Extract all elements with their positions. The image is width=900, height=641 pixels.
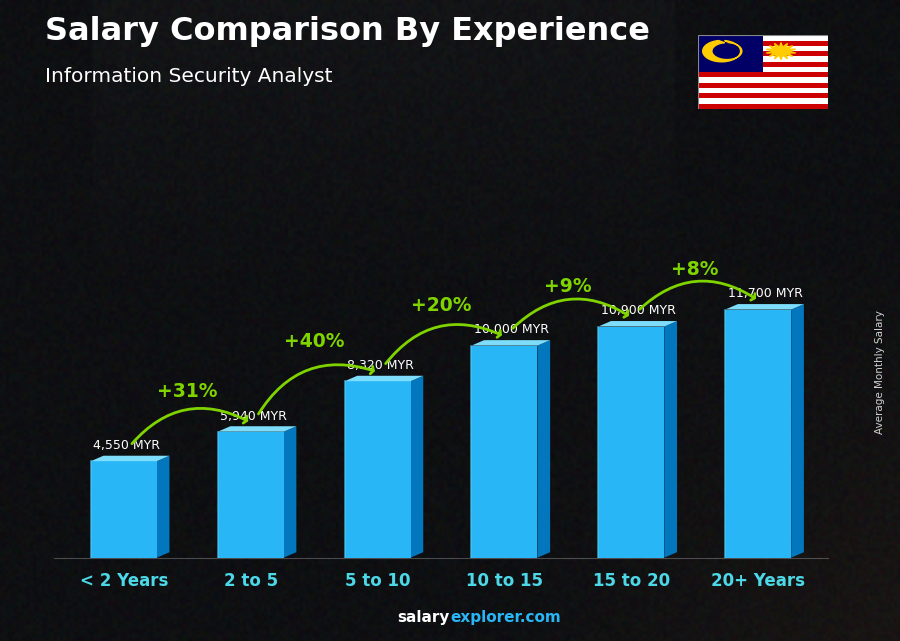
Text: 4,550 MYR: 4,550 MYR	[94, 439, 160, 452]
Bar	[698, 99, 828, 104]
Text: salary: salary	[398, 610, 450, 625]
Text: +20%: +20%	[410, 296, 472, 315]
Bar	[698, 35, 763, 72]
Text: +31%: +31%	[157, 383, 218, 401]
Text: +8%: +8%	[671, 260, 718, 279]
Text: 10,900 MYR: 10,900 MYR	[601, 304, 676, 317]
Bar	[698, 40, 828, 46]
Bar	[218, 431, 284, 558]
Text: 10,000 MYR: 10,000 MYR	[474, 324, 549, 337]
Text: +40%: +40%	[284, 332, 345, 351]
Text: 5,940 MYR: 5,940 MYR	[220, 410, 287, 422]
Bar	[698, 46, 828, 51]
Polygon shape	[284, 426, 296, 558]
Polygon shape	[91, 456, 169, 461]
Bar	[698, 72, 828, 78]
Bar	[698, 78, 828, 83]
Bar	[698, 51, 828, 56]
Bar	[345, 381, 410, 558]
Polygon shape	[598, 321, 677, 326]
Bar	[698, 67, 828, 72]
Bar	[698, 56, 828, 62]
Bar	[698, 62, 828, 67]
Bar	[698, 35, 828, 40]
Bar	[598, 326, 664, 558]
Bar	[698, 83, 828, 88]
Text: explorer.com: explorer.com	[450, 610, 561, 625]
Text: 8,320 MYR: 8,320 MYR	[347, 359, 414, 372]
Bar	[725, 310, 791, 558]
Text: Information Security Analyst: Information Security Analyst	[45, 67, 332, 87]
Text: Salary Comparison By Experience: Salary Comparison By Experience	[45, 16, 650, 47]
Polygon shape	[703, 40, 742, 62]
Polygon shape	[345, 376, 423, 381]
Text: 11,700 MYR: 11,700 MYR	[728, 287, 803, 301]
Bar	[91, 461, 157, 558]
Bar	[698, 104, 828, 109]
Bar	[472, 345, 537, 558]
Text: Average Monthly Salary: Average Monthly Salary	[875, 310, 886, 434]
Polygon shape	[410, 376, 423, 558]
Polygon shape	[218, 426, 296, 431]
Polygon shape	[537, 340, 550, 558]
Polygon shape	[725, 304, 804, 310]
Polygon shape	[472, 340, 550, 345]
Polygon shape	[664, 321, 677, 558]
Polygon shape	[791, 304, 804, 558]
Bar	[698, 93, 828, 99]
Text: +9%: +9%	[544, 278, 591, 296]
Polygon shape	[767, 42, 796, 60]
Bar	[698, 88, 828, 93]
Polygon shape	[157, 456, 169, 558]
